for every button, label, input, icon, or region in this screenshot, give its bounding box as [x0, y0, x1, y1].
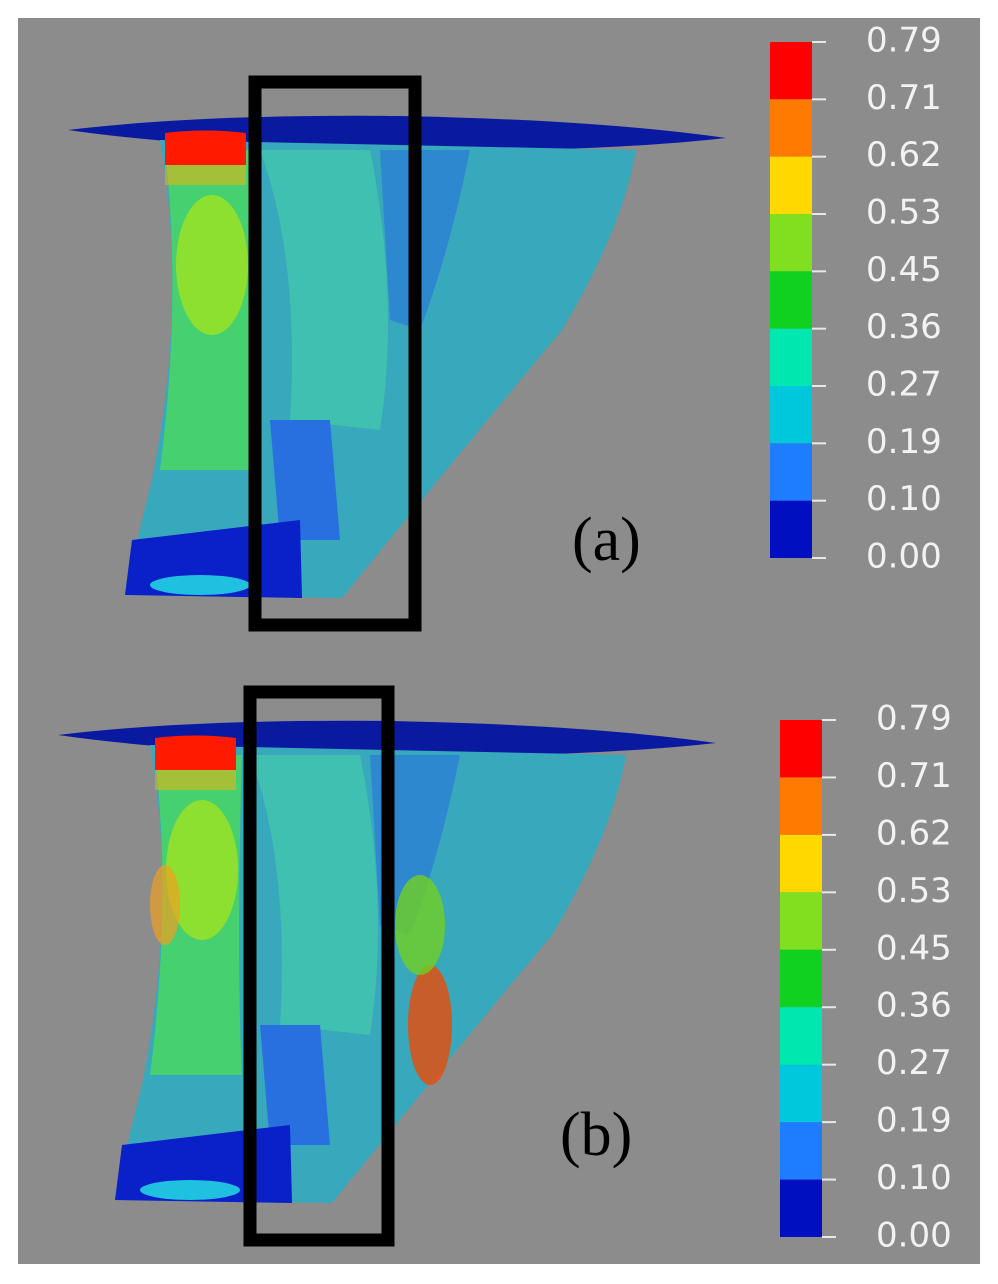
colorbar-segment [770, 271, 812, 329]
colorbar-segment [770, 500, 812, 558]
colorbar-segment [780, 949, 822, 1008]
colorbar-label: 0.71 [876, 756, 952, 796]
colorbar-segment [780, 892, 822, 950]
colorbar-segment [770, 214, 812, 272]
colorbar-segment [770, 99, 812, 157]
colorbar-segment [770, 386, 812, 444]
colorbar-label: 0.36 [876, 986, 952, 1026]
colorbar-label: 0.45 [876, 928, 952, 968]
colorbar-segment [780, 834, 822, 893]
colorbar-label: 0.27 [866, 365, 942, 405]
colorbar-label: 0.00 [876, 1216, 952, 1256]
colorbar-segment [770, 328, 812, 386]
colorbar-label: 0.79 [876, 699, 952, 739]
colorbar-label: 0.45 [866, 250, 942, 290]
colorbar-label: 0.10 [866, 479, 942, 519]
colorbar-segment [770, 443, 812, 501]
colorbar-segment [780, 1064, 822, 1123]
highlight-box [248, 75, 422, 632]
colorbar-segment [780, 1179, 822, 1237]
colorbar-label: 0.19 [866, 422, 942, 462]
colorbar-label: 0.62 [876, 813, 952, 853]
colorbar-label: 0.19 [876, 1101, 952, 1141]
colorbar-segment [770, 42, 812, 100]
colorbar-segment [780, 777, 822, 835]
colorbar-label: 0.79 [866, 21, 942, 61]
colorbar-label: 0.53 [866, 193, 942, 233]
colorbar-label: 0.62 [866, 135, 942, 175]
highlight-box [243, 685, 395, 1247]
colorbar-label: 0.00 [866, 537, 942, 577]
colorbar-segment [770, 156, 812, 214]
colorbar-segment [780, 1007, 822, 1065]
panel-label: (a) [572, 506, 641, 574]
colorbar-segment [780, 1122, 822, 1180]
colorbar-segment [780, 720, 822, 778]
contour-model-b [58, 720, 716, 1203]
colorbar-label: 0.53 [876, 871, 952, 911]
colorbar-label: 0.27 [876, 1043, 952, 1083]
panel-label: (b) [560, 1101, 632, 1169]
colorbar-label: 0.36 [866, 307, 942, 347]
colorbar-label: 0.71 [866, 78, 942, 118]
colorbar-label: 0.10 [876, 1158, 952, 1198]
